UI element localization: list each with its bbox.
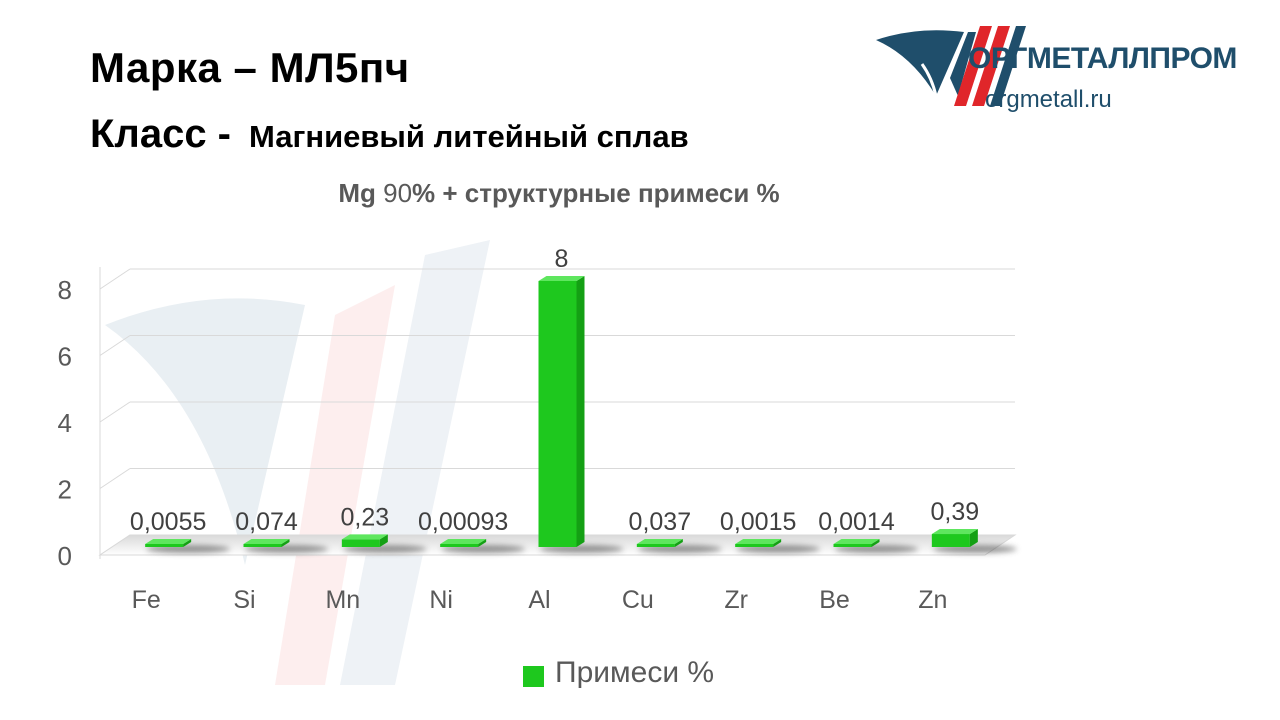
bar-top	[341, 534, 388, 540]
x-tick-label: Mn	[325, 586, 360, 614]
x-tick-label: Be	[819, 586, 850, 614]
x-tick-label: Zr	[724, 586, 748, 614]
bar-al	[538, 281, 577, 547]
y-tick-label: 8	[58, 275, 72, 305]
bar-zr	[735, 544, 774, 547]
legend-swatch	[523, 666, 544, 687]
data-label: 8	[555, 245, 569, 273]
class-label: Класс -	[90, 112, 231, 156]
x-tick-label: Al	[528, 586, 550, 614]
bar-fe	[145, 544, 184, 547]
bar-top	[833, 539, 880, 544]
class-value: Магниевый литейный сплав	[249, 119, 689, 154]
bar-top	[735, 539, 782, 544]
bar-top	[538, 276, 585, 281]
y-tick-label: 2	[58, 475, 72, 505]
x-tick-label: Zn	[918, 586, 947, 614]
bar-top	[243, 539, 290, 544]
bar-top	[636, 539, 683, 544]
chart-title-element: Mg	[338, 178, 376, 208]
chart-title-rest: % + структурные примеси %	[412, 178, 780, 208]
logo-url[interactable]: orgmetall.ru	[985, 86, 1112, 113]
x-tick-label: Cu	[622, 586, 654, 614]
bar-zn	[931, 534, 970, 547]
bar-si	[243, 544, 282, 547]
bar-cu	[636, 544, 675, 547]
chart-title-value: 90	[383, 178, 413, 208]
bar-side	[281, 539, 290, 547]
chart-title: Mg 90% + структурные примеси %	[0, 178, 1118, 209]
gridline-depth	[99, 401, 131, 423]
data-label: 0,00093	[418, 508, 508, 536]
gridline-depth	[99, 335, 131, 356]
logo-icon	[876, 26, 1026, 106]
grade-title: Марка – МЛ5пч	[90, 44, 410, 91]
class-line: Класс - Магниевый литейный сплав	[90, 112, 689, 157]
x-tick-label: Fe	[132, 586, 161, 614]
data-label: 0,0014	[818, 508, 895, 536]
bar-side	[576, 276, 585, 547]
data-label: 0,39	[930, 498, 979, 526]
watermark-icon	[105, 240, 490, 685]
bar-top	[145, 539, 192, 544]
bar-ni	[440, 544, 479, 547]
gridline-depth	[99, 268, 131, 290]
x-tick-label: Si	[233, 586, 255, 614]
legend-label: Примеси %	[555, 656, 715, 689]
bar-side	[969, 529, 978, 547]
bar-side	[871, 539, 880, 547]
data-label: 0,037	[629, 508, 692, 536]
bar-side	[773, 539, 782, 547]
y-tick-label: 0	[58, 541, 72, 571]
bar-top	[440, 539, 487, 544]
y-tick-label: 6	[58, 342, 72, 372]
logo-name: ОРГМЕТАЛЛПРОМ	[968, 42, 1237, 75]
bar-be	[833, 544, 872, 547]
data-label: 0,0055	[130, 508, 206, 536]
data-label: 0,0015	[720, 508, 796, 536]
y-tick-label: 4	[58, 408, 72, 438]
data-label: 0,074	[235, 508, 298, 536]
bar-top	[931, 529, 978, 535]
bar-side	[379, 534, 388, 547]
bar-mn	[341, 539, 380, 547]
bar-side	[478, 539, 487, 547]
bar-side	[674, 539, 683, 547]
data-label: 0,23	[340, 503, 389, 531]
gridline-depth	[99, 468, 131, 489]
x-tick-label: Ni	[429, 586, 453, 614]
bar-side	[183, 539, 192, 547]
